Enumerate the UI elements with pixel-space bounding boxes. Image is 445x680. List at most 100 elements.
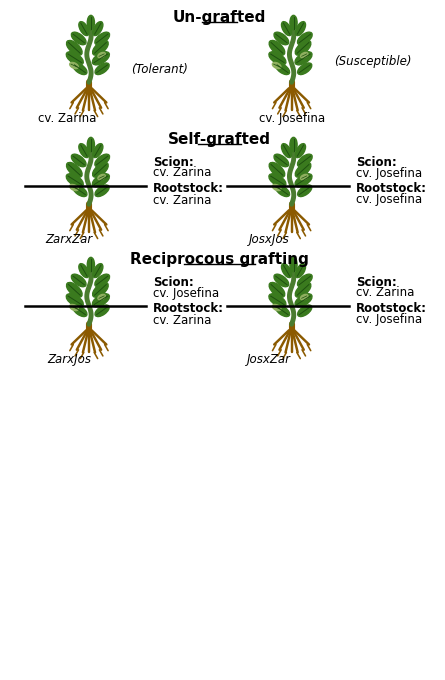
Ellipse shape [290, 257, 297, 272]
Text: Un-grafted: Un-grafted [173, 10, 266, 25]
Text: Scion:: Scion: [356, 156, 396, 169]
Ellipse shape [272, 63, 281, 69]
Ellipse shape [298, 63, 312, 75]
Ellipse shape [87, 257, 94, 272]
Ellipse shape [95, 63, 109, 75]
Ellipse shape [295, 264, 306, 277]
Text: Scion:: Scion: [153, 275, 194, 288]
Ellipse shape [79, 264, 89, 277]
Ellipse shape [300, 174, 308, 180]
Ellipse shape [269, 294, 286, 307]
Ellipse shape [295, 22, 306, 35]
Text: Scion:: Scion: [153, 156, 194, 169]
Ellipse shape [269, 174, 286, 187]
Ellipse shape [290, 137, 297, 152]
Ellipse shape [298, 154, 312, 167]
Ellipse shape [73, 305, 87, 317]
Ellipse shape [282, 264, 291, 277]
Ellipse shape [300, 294, 308, 300]
Ellipse shape [275, 185, 290, 197]
Ellipse shape [71, 274, 86, 287]
Ellipse shape [295, 163, 311, 177]
Text: cv. Zarina: cv. Zarina [153, 194, 211, 207]
Text: (Susceptible): (Susceptible) [334, 56, 412, 69]
Ellipse shape [98, 174, 105, 180]
Ellipse shape [87, 137, 94, 152]
Ellipse shape [93, 294, 109, 307]
Ellipse shape [295, 282, 311, 297]
Ellipse shape [300, 52, 308, 58]
Ellipse shape [98, 52, 105, 58]
Ellipse shape [71, 32, 86, 45]
Ellipse shape [66, 282, 82, 297]
Text: Rootstock:: Rootstock: [153, 182, 224, 196]
Ellipse shape [274, 154, 289, 167]
Text: Scion:: Scion: [356, 275, 396, 288]
Text: Rootstock:: Rootstock: [356, 182, 427, 196]
Ellipse shape [79, 143, 89, 158]
Text: Rootstock:: Rootstock: [153, 303, 224, 316]
Ellipse shape [93, 282, 108, 297]
Ellipse shape [295, 174, 312, 187]
Ellipse shape [298, 32, 312, 45]
Text: cv. Josefina: cv. Josefina [356, 313, 422, 326]
Ellipse shape [70, 63, 78, 69]
Ellipse shape [87, 16, 94, 30]
Ellipse shape [95, 154, 109, 167]
Text: cv. Zarina: cv. Zarina [153, 313, 211, 326]
Text: Rootstock:: Rootstock: [356, 303, 427, 316]
Ellipse shape [93, 143, 103, 158]
Ellipse shape [272, 184, 281, 190]
Ellipse shape [93, 163, 108, 177]
Ellipse shape [272, 305, 281, 311]
Ellipse shape [93, 264, 103, 277]
Ellipse shape [93, 22, 103, 35]
Text: cv. Zarina: cv. Zarina [356, 286, 414, 299]
Text: cv. Zarina: cv. Zarina [38, 112, 97, 125]
Ellipse shape [70, 305, 78, 311]
Text: cv. Josefina: cv. Josefina [356, 167, 422, 180]
Ellipse shape [275, 63, 290, 75]
Ellipse shape [269, 282, 285, 297]
Ellipse shape [71, 154, 86, 167]
Ellipse shape [290, 16, 297, 30]
Ellipse shape [298, 274, 312, 287]
Text: JosxZar: JosxZar [247, 353, 291, 366]
Ellipse shape [66, 174, 83, 187]
Ellipse shape [93, 40, 108, 55]
Text: cv. Josefina: cv. Josefina [259, 112, 325, 125]
Ellipse shape [73, 63, 87, 75]
Text: cv. Zarina: cv. Zarina [153, 167, 211, 180]
Ellipse shape [95, 32, 109, 45]
Ellipse shape [269, 40, 285, 55]
Ellipse shape [282, 143, 291, 158]
Text: ZarxJos: ZarxJos [47, 353, 91, 366]
Text: Self-grafted: Self-grafted [168, 132, 271, 147]
Ellipse shape [66, 163, 82, 177]
Ellipse shape [79, 22, 89, 35]
Text: cv. Josefina: cv. Josefina [153, 286, 219, 299]
Ellipse shape [70, 184, 78, 190]
Ellipse shape [93, 174, 109, 187]
Ellipse shape [295, 52, 312, 65]
Ellipse shape [95, 305, 109, 317]
Ellipse shape [295, 143, 306, 158]
Ellipse shape [275, 305, 290, 317]
Ellipse shape [98, 294, 105, 300]
Ellipse shape [95, 274, 109, 287]
Ellipse shape [73, 185, 87, 197]
Ellipse shape [274, 274, 289, 287]
Ellipse shape [269, 163, 285, 177]
Ellipse shape [66, 294, 83, 307]
Text: Reciprocous grafting: Reciprocous grafting [130, 252, 309, 267]
Ellipse shape [282, 22, 291, 35]
Ellipse shape [274, 32, 289, 45]
Text: JosxJos: JosxJos [248, 233, 289, 246]
Text: (Tolerant): (Tolerant) [131, 63, 188, 77]
Ellipse shape [269, 52, 286, 65]
Text: cv. Josefina: cv. Josefina [356, 194, 422, 207]
Text: ZarxZar: ZarxZar [45, 233, 93, 246]
Ellipse shape [66, 40, 82, 55]
Ellipse shape [95, 185, 109, 197]
Ellipse shape [298, 305, 312, 317]
